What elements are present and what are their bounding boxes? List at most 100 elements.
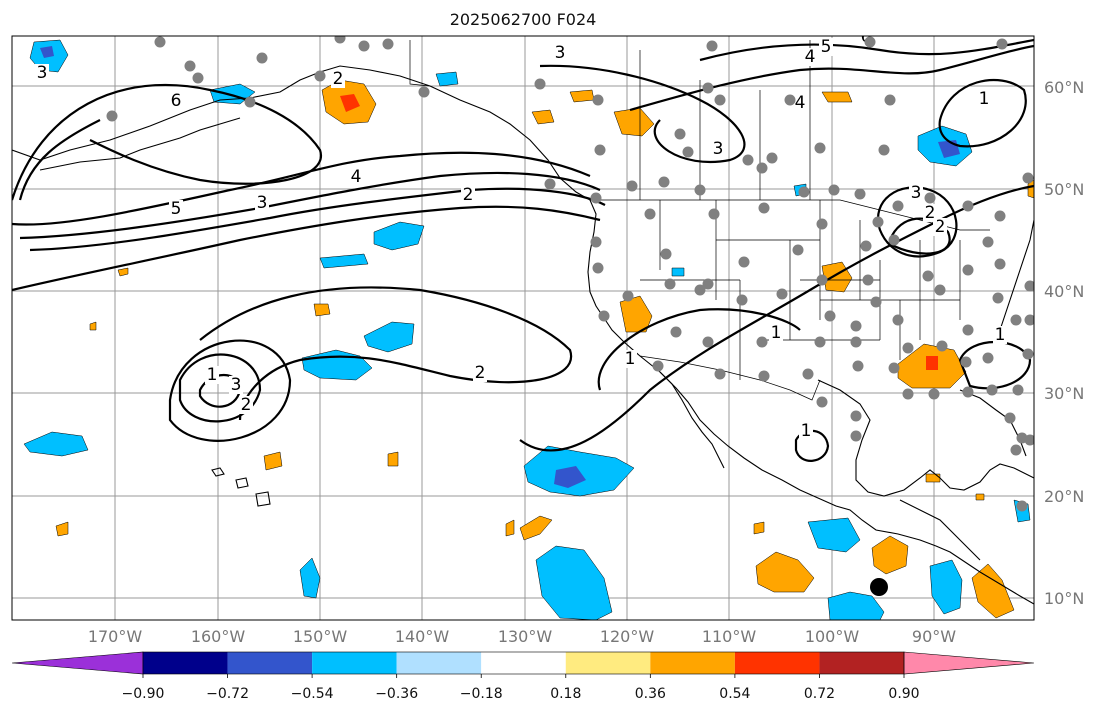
station-marker: [892, 314, 904, 326]
alaska-islands: [39, 117, 241, 171]
contour-label-halo: [799, 422, 813, 440]
contour-label-halo: [255, 194, 269, 212]
station-marker: [592, 94, 604, 106]
station-marker: [996, 38, 1008, 50]
station-marker: [982, 352, 994, 364]
contour-label: 1: [771, 323, 782, 343]
station-marker: [660, 248, 672, 260]
station-marker: [850, 320, 862, 332]
station-marker: [738, 256, 750, 268]
contour-label-halo: [793, 94, 807, 112]
contour-label: 2: [925, 203, 936, 223]
neg-area: [373, 221, 425, 251]
station-marker: [864, 36, 876, 48]
station-marker: [816, 396, 828, 408]
contour-label: 3: [555, 43, 566, 63]
station-marker: [682, 146, 694, 158]
contour-label-halo: [461, 186, 475, 204]
north-america-coast: [12, 65, 1034, 605]
colorbar-tick-label: −0.54: [291, 686, 334, 702]
station-marker: [1022, 172, 1034, 184]
contour-lines: [12, 38, 1034, 462]
canada-provinces: [639, 40, 811, 200]
contour-label: 1: [801, 421, 812, 441]
station-marker: [802, 368, 814, 380]
colorbar-tick-label: −0.36: [375, 686, 418, 702]
contour-label: 3: [713, 139, 724, 159]
station-marker: [1016, 500, 1028, 512]
station-marker: [652, 360, 664, 372]
station-marker: [888, 362, 900, 374]
contour-label-halo: [909, 184, 923, 202]
station-marker: [756, 336, 768, 348]
contour-label-halo: [769, 324, 783, 342]
station-marker: [714, 368, 726, 380]
contour-label: 5: [171, 199, 182, 219]
pos-area: [821, 91, 853, 103]
contour-label-halo: [993, 326, 1007, 344]
station-marker: [714, 94, 726, 106]
station-marker: [816, 218, 828, 230]
contour-label: 4: [805, 47, 816, 67]
station-marker: [670, 326, 682, 338]
pos-area: [55, 521, 69, 537]
contour-label: 2: [475, 363, 486, 383]
pos-area: [569, 89, 595, 103]
station-marker: [892, 200, 904, 212]
station-marker: [992, 292, 1004, 304]
neg-area: [671, 267, 685, 277]
us-mexico-border: [639, 355, 821, 401]
pos-area: [387, 451, 399, 467]
contour-label: 3: [231, 375, 242, 395]
contour-label-halo: [473, 364, 487, 382]
station-marker: [862, 274, 874, 286]
contour-label-halo: [933, 218, 947, 236]
contour-label: 3: [37, 63, 48, 83]
contour-label: 1: [995, 325, 1006, 345]
contour-label-halo: [229, 376, 243, 394]
contour-2: [12, 205, 601, 292]
contour-label-halo: [205, 366, 219, 384]
station-marker: [184, 60, 196, 72]
contour-label-halo: [553, 44, 567, 62]
station-marker: [936, 340, 948, 352]
alaska-border: [409, 40, 431, 87]
hawaii-3: [255, 491, 271, 507]
map-background: [12, 36, 1034, 620]
contour-1-low: [178, 353, 262, 423]
station-marker: [598, 310, 610, 322]
pos-area: [519, 515, 553, 541]
station-marker: [814, 142, 826, 154]
station-marker: [798, 186, 810, 198]
contour-label-halo: [331, 70, 345, 88]
colorbar-segment: [819, 652, 904, 674]
neg-area: [807, 517, 861, 553]
station-marker: [828, 184, 840, 196]
contour-4-north: [629, 44, 1034, 112]
hawaii-1: [211, 467, 225, 477]
lat-label: 60°N: [1044, 78, 1084, 97]
station-marker: [664, 278, 676, 290]
lat-label: 40°N: [1044, 282, 1084, 301]
hawaii-2: [235, 477, 249, 489]
station-marker: [986, 384, 998, 396]
contour-1-ne: [938, 78, 1027, 148]
pos-area: [117, 267, 129, 277]
contour-1-east: [597, 308, 801, 391]
neg-area: [299, 557, 321, 599]
station-marker: [334, 36, 346, 44]
station-marker: [902, 388, 914, 400]
station-marker: [850, 430, 862, 442]
pos-area: [619, 295, 653, 333]
station-marker: [792, 244, 804, 256]
contour-label-halo: [711, 140, 725, 158]
station-marker: [658, 176, 670, 188]
contour-label: 4: [351, 167, 362, 187]
contour-5: [12, 151, 591, 226]
lon-label: 120°W: [600, 627, 655, 646]
station-marker: [962, 386, 974, 398]
pos-area: [871, 535, 909, 575]
neg-area: [827, 591, 885, 620]
